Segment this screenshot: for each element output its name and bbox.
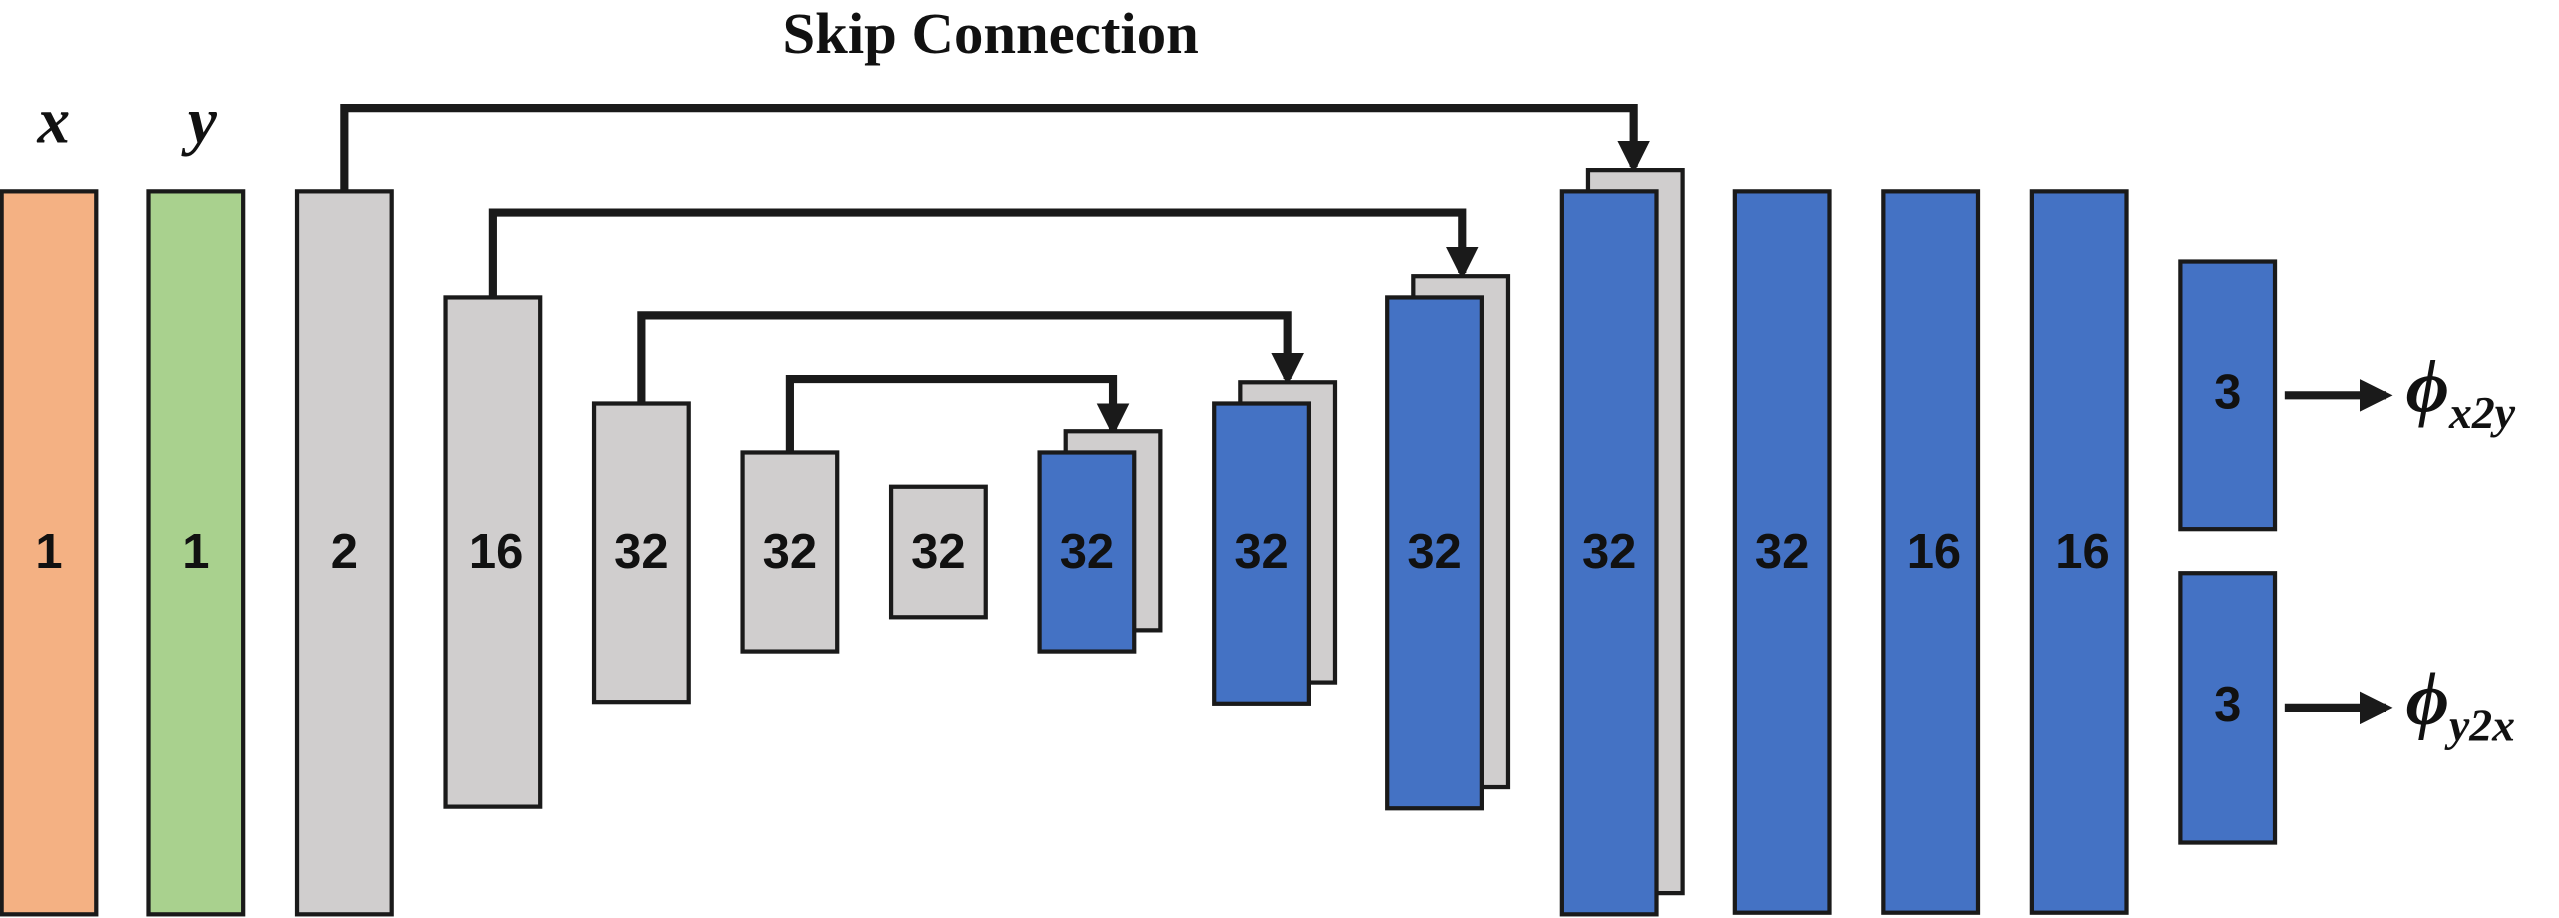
block-label: 32 (1582, 525, 1636, 579)
block-label: 16 (2055, 525, 2109, 579)
block (0, 189, 99, 917)
output-subscript: x2y (2448, 387, 2516, 438)
block-label: 32 (1234, 525, 1288, 579)
block (1732, 189, 1832, 915)
output-subscript: y2x (2444, 700, 2515, 751)
block-label: 16 (469, 525, 523, 579)
block (888, 484, 988, 620)
block-label: 1 (35, 525, 62, 579)
block-label: 1 (182, 525, 209, 579)
block-label: 32 (911, 525, 965, 579)
block-label: 2 (331, 525, 358, 579)
input-label: x (37, 86, 71, 158)
block (740, 450, 840, 654)
block (1212, 401, 1311, 706)
block-label: 32 (763, 525, 817, 579)
block (1037, 450, 1137, 654)
skip-connection (637, 311, 1304, 404)
output-block (2178, 571, 2278, 845)
output-block-label: 3 (2214, 678, 2241, 732)
block (443, 295, 543, 809)
block-label: 32 (1755, 525, 1809, 579)
block (146, 189, 246, 917)
output-name: ϕx2y (2406, 346, 2516, 438)
input-label: y (181, 86, 218, 158)
skip-connection (340, 104, 1650, 192)
output-symbol: ϕ (2406, 658, 2449, 741)
block-label: 16 (1907, 525, 1961, 579)
output-name: ϕy2x (2406, 658, 2515, 750)
block-label: 32 (1407, 525, 1461, 579)
block (1385, 295, 1484, 811)
block-label: 32 (614, 525, 668, 579)
skip-connection (488, 208, 1479, 298)
block (2029, 189, 2129, 915)
skip-connection (785, 374, 1130, 453)
block (591, 401, 691, 705)
block (1559, 189, 1659, 917)
title: Skip Connection (782, 1, 1198, 66)
block (1881, 189, 1981, 915)
block-label: 32 (1060, 525, 1114, 579)
block (294, 189, 394, 917)
output-symbol: ϕ (2406, 346, 2449, 429)
output-block-label: 3 (2214, 365, 2241, 419)
output-block (2178, 259, 2278, 532)
